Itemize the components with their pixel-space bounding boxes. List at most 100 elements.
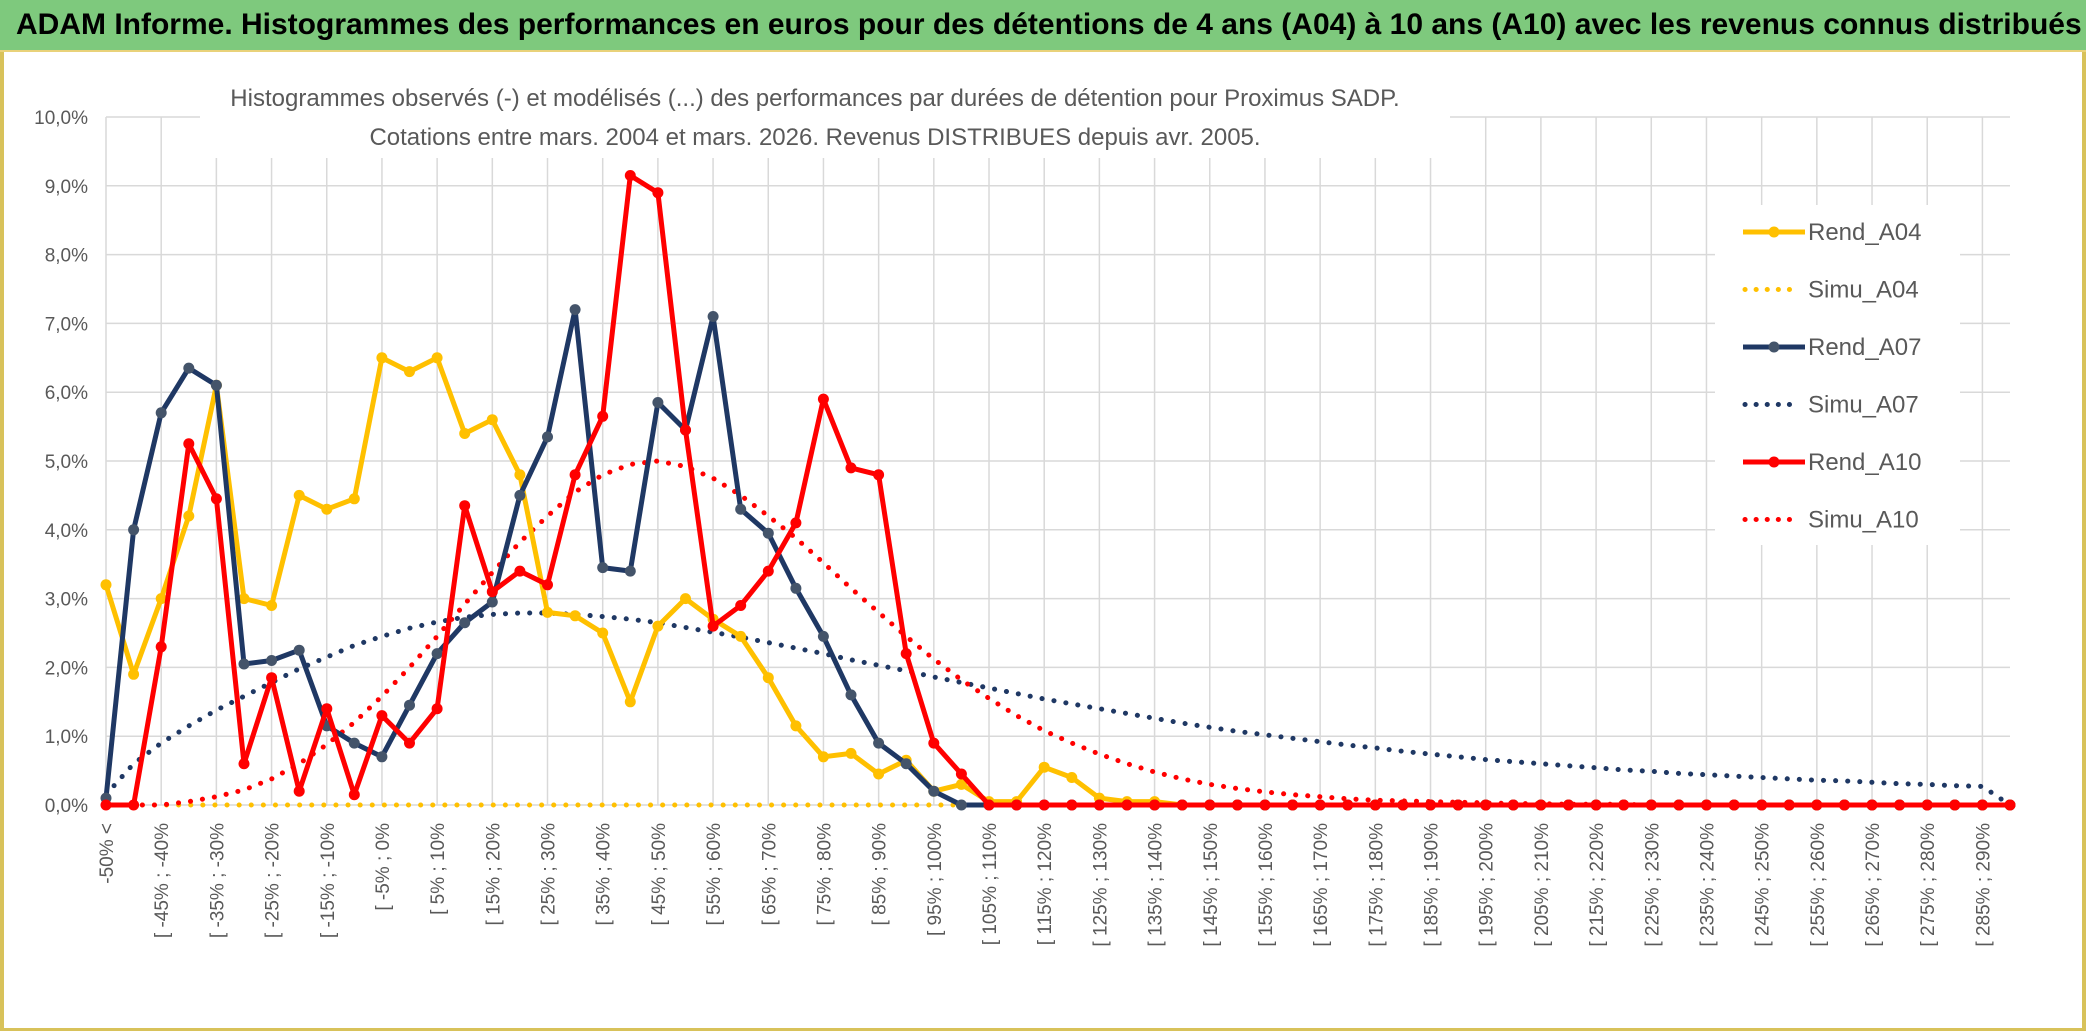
data-point (900, 648, 912, 660)
data-point (1287, 799, 1299, 811)
data-point (1176, 799, 1188, 811)
data-point (1645, 799, 1657, 811)
y-tick-label: 4,0% (45, 521, 88, 542)
data-point (762, 565, 774, 577)
y-tick-label: 10,0% (34, 108, 88, 129)
data-point (680, 593, 691, 605)
legend-item-Rend_A07: Rend_A07 (1743, 334, 1921, 361)
x-tick-label: [ 25% ; 30% (539, 823, 560, 926)
data-point (266, 655, 278, 666)
data-point (817, 393, 829, 405)
data-point (459, 500, 471, 512)
data-point (348, 493, 360, 505)
legend-label: Simu_A04 (1808, 277, 1919, 304)
data-point (955, 768, 967, 780)
legend-label: Simu_A07 (1808, 392, 1919, 419)
data-point (266, 672, 278, 684)
data-point (1866, 799, 1878, 811)
data-point (1314, 799, 1326, 811)
data-point (431, 648, 443, 660)
data-point (845, 747, 857, 759)
x-tick-label: [ 115% ; 120% (1035, 823, 1056, 945)
x-tick-label: [ 215% ; 220% (1587, 823, 1608, 947)
data-point (900, 758, 912, 770)
data-point (486, 586, 498, 598)
data-point (404, 699, 415, 711)
y-tick-label: 9,0% (45, 177, 88, 198)
data-point (155, 641, 167, 653)
x-tick-label: [ -5% ; 0% (373, 823, 394, 911)
x-tick-label: [ 35% ; 40% (594, 823, 615, 926)
data-point (1756, 799, 1768, 811)
data-point (955, 799, 967, 811)
data-point (1838, 799, 1850, 811)
x-tick-label: [ 165% ; 170% (1311, 823, 1332, 947)
data-point (817, 630, 829, 642)
data-point (680, 424, 691, 436)
x-tick-label: [ 185% ; 190% (1422, 823, 1443, 947)
data-point (1369, 799, 1381, 811)
data-point (873, 737, 885, 749)
data-point (542, 579, 553, 591)
legend-label: Rend_A07 (1808, 334, 1921, 361)
data-point (1921, 799, 1933, 811)
data-point (155, 407, 167, 419)
legend-marker (1768, 456, 1780, 468)
data-point (790, 517, 802, 529)
data-point (597, 562, 609, 574)
x-tick-label: [ 75% ; 80% (814, 823, 835, 926)
data-point (762, 527, 774, 539)
legend-item-Rend_A04: Rend_A04 (1743, 219, 1921, 246)
header-bar: ADAM Informe. Histogrammes des performan… (0, 0, 2086, 52)
legend: Rend_A04 Simu_A04 Rend_A07 Simu_A07 Rend_A10… (1742, 219, 1921, 534)
x-tick-label: [ 205% ; 210% (1532, 823, 1553, 947)
data-point (459, 617, 471, 629)
y-tick-label: 6,0% (45, 383, 88, 404)
data-point (1093, 799, 1105, 811)
data-point (1480, 799, 1492, 811)
data-point (1066, 772, 1078, 783)
x-tick-label: [ 85% ; 90% (870, 823, 891, 926)
data-point (238, 658, 250, 670)
data-point (652, 620, 664, 632)
series (100, 170, 2016, 811)
data-point (1204, 799, 1216, 811)
x-tick-label: [ 5% ; 10% (428, 823, 449, 915)
data-point (707, 311, 719, 322)
data-point (100, 799, 112, 811)
data-point (735, 600, 747, 611)
data-point (1590, 799, 1602, 811)
data-point (155, 593, 167, 605)
data-point (459, 428, 471, 439)
data-point (1066, 799, 1078, 811)
data-point (1121, 799, 1133, 811)
series-Simu_A07 (103, 610, 2013, 808)
data-point (1673, 799, 1685, 811)
data-point (210, 379, 222, 391)
data-point (735, 630, 747, 642)
data-point (2004, 799, 2016, 811)
data-point (486, 414, 498, 426)
legend-marker (1768, 341, 1780, 353)
x-tick-label: [ 155% ; 160% (1256, 823, 1277, 947)
data-point (238, 593, 250, 605)
data-point (1563, 799, 1574, 811)
x-tick-label: [ -45% ; -40% (152, 823, 173, 938)
data-point (1038, 761, 1050, 773)
x-tick-label: [ 225% ; 230% (1642, 823, 1663, 947)
data-point (210, 493, 222, 505)
data-point (652, 187, 664, 199)
data-point (431, 352, 443, 364)
data-point (1452, 799, 1464, 811)
y-tick-label: 3,0% (45, 590, 88, 611)
data-point (293, 644, 305, 656)
series-line (103, 610, 2013, 808)
data-point (597, 410, 609, 422)
legend-item-Simu_A10: Simu_A10 (1742, 507, 1919, 534)
data-point (569, 304, 581, 316)
x-axis-ticks: -50% < [ -45% ; -40% [ -35% ; -30% [ -25% ;… (97, 823, 1994, 947)
x-tick-label: [ 145% ; 150% (1201, 823, 1222, 947)
data-point (266, 600, 278, 611)
data-point (845, 689, 857, 701)
